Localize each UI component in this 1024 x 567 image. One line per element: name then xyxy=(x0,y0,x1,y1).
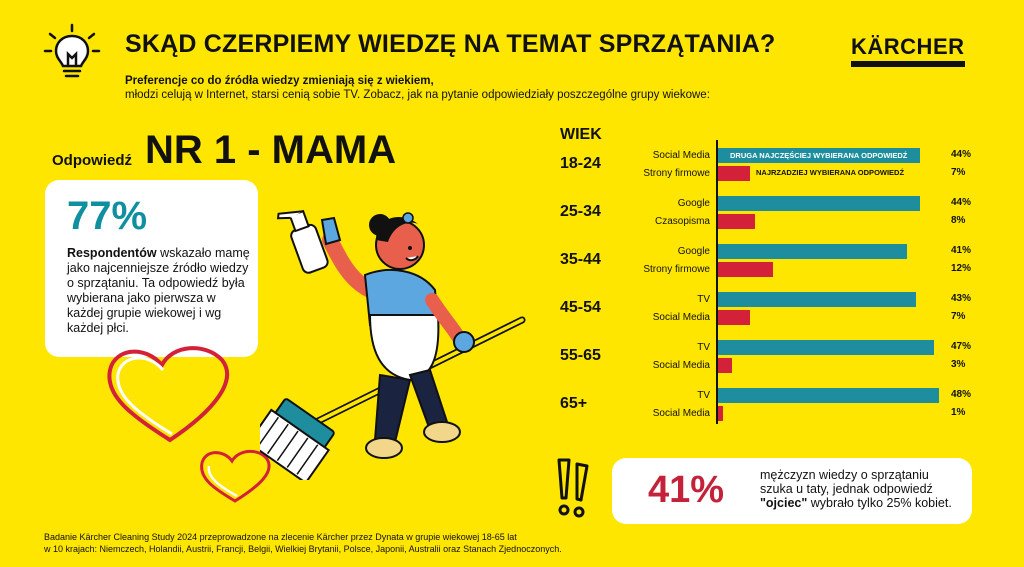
age-group-label: 55-65 xyxy=(560,347,601,364)
bar-bottom xyxy=(718,166,751,181)
bar-label-bottom: Social Media xyxy=(652,360,710,371)
answer-label: Odpowiedź xyxy=(52,152,132,169)
bar-top xyxy=(718,388,939,403)
bar-bottom xyxy=(718,262,774,277)
mama-broom-illustration xyxy=(260,209,526,480)
bar-top xyxy=(718,340,935,355)
bar-bottom xyxy=(718,358,732,373)
bar-top xyxy=(718,292,916,307)
bar-value-top: 43% xyxy=(951,293,972,304)
stat-card-father: 41% mężczyzn wiedzy o sprzątaniu szuka u… xyxy=(612,458,972,524)
bar-bottom xyxy=(718,406,723,421)
bar-label-bottom: Strony firmowe xyxy=(643,264,710,275)
subtitle: młodzi celują w Internet, starsi cenią s… xyxy=(125,89,710,101)
bar-value-top: 44% xyxy=(951,149,972,160)
bar-bottom xyxy=(718,310,751,325)
bar-value-top: 41% xyxy=(951,245,972,256)
footnote-line-1: Badanie Kärcher Cleaning Study 2024 prze… xyxy=(44,532,517,542)
bar-top xyxy=(718,244,907,259)
bar-top xyxy=(718,196,921,211)
bar-label-top: TV xyxy=(697,390,710,401)
stat-percent-father: 41% xyxy=(648,469,725,511)
bar-value-bottom: 8% xyxy=(951,215,966,226)
chart-axis-title: WIEK xyxy=(560,126,602,143)
bar-label-top: Social Media xyxy=(652,150,710,161)
heart-icon-small xyxy=(200,449,271,503)
bar-value-bottom: 7% xyxy=(951,167,966,178)
heart-icon-large xyxy=(107,346,229,443)
age-group-label: 45-54 xyxy=(560,299,601,316)
stat-description-text: wskazało mamę jako najcenniejsze źródło … xyxy=(67,246,250,335)
bar-value-top: 44% xyxy=(951,197,972,208)
exclamation-icon xyxy=(557,458,589,518)
answer-headline: NR 1 - MAMA xyxy=(145,128,397,172)
bar-label-top: Google xyxy=(677,198,710,209)
bar-label-bottom: Strony firmowe xyxy=(643,168,710,179)
father-text-b: wybrało tylko 25% kobiet. xyxy=(807,496,952,510)
stat-card-mama: 77% Respondentów wskazało mamę jako najc… xyxy=(45,180,258,357)
bar-label-bottom: Social Media xyxy=(652,408,710,419)
stat-father-description: mężczyzn wiedzy o sprzątaniu szuka u tat… xyxy=(760,468,960,510)
bar-value-bottom: 3% xyxy=(951,359,966,370)
father-text-a: mężczyzn wiedzy o sprzątaniu szuka u tat… xyxy=(760,468,933,496)
stat-percent: 77% xyxy=(67,194,148,238)
annotation-most: DRUGA NAJCZĘŚCIEJ WYBIERANA ODPOWIEDŹ xyxy=(730,151,908,160)
bar-value-bottom: 1% xyxy=(951,407,966,418)
logo-underline xyxy=(851,61,965,67)
stat-description: Respondentów wskazało mamę jako najcenni… xyxy=(67,246,252,336)
karcher-logo: KÄRCHER xyxy=(851,34,965,59)
footnote-line-2: w 10 krajach: Niemczech, Holandii, Austr… xyxy=(44,544,562,554)
father-text-bold: "ojciec" xyxy=(760,496,808,510)
bar-label-top: TV xyxy=(697,342,710,353)
age-group-label: 65+ xyxy=(560,395,588,412)
age-group-label: 18-24 xyxy=(560,155,601,172)
age-group-label: 35-44 xyxy=(560,251,601,268)
subtitle-bold: Preferencje co do źródła wiedzy zmieniaj… xyxy=(125,75,434,87)
lightbulb-icon xyxy=(43,23,101,78)
page-title: SKĄD CZERPIEMY WIEDZĘ NA TEMAT SPRZĄTANI… xyxy=(125,30,776,58)
bar-value-top: 48% xyxy=(951,389,972,400)
chart-axis-line xyxy=(716,140,718,424)
bar-label-top: TV xyxy=(697,294,710,305)
bar-label-bottom: Czasopisma xyxy=(654,216,710,227)
bar-label-bottom: Social Media xyxy=(652,312,710,323)
stat-description-bold: Respondentów xyxy=(67,246,157,260)
bar-top xyxy=(718,148,921,163)
bar-value-bottom: 7% xyxy=(951,311,966,322)
age-group-label: 25-34 xyxy=(560,203,601,220)
bar-label-top: Google xyxy=(677,246,710,257)
bar-value-bottom: 12% xyxy=(951,263,972,274)
bar-bottom xyxy=(718,214,755,229)
annotation-least: NAJRZADZIEJ WYBIERANA ODPOWIEDŹ xyxy=(756,168,905,177)
bar-value-top: 47% xyxy=(951,341,972,352)
